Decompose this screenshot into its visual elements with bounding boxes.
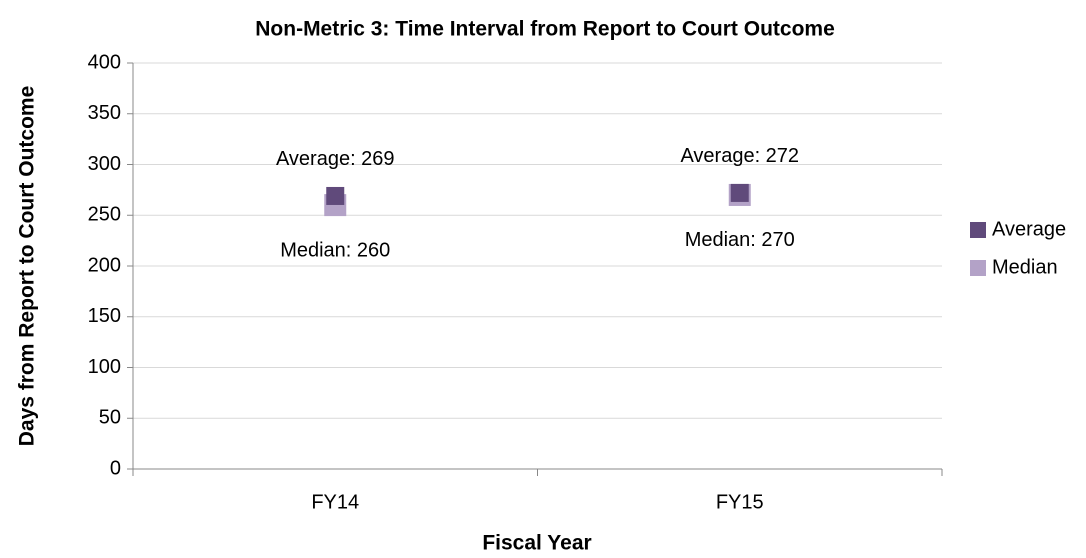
data-label: Average: 272 — [680, 145, 799, 167]
y-tick-label: 200 — [88, 254, 121, 276]
x-axis-title: Fiscal Year — [482, 532, 591, 555]
marker — [326, 186, 345, 205]
y-tick-label: 50 — [99, 407, 121, 429]
y-tick-label: 300 — [88, 153, 121, 175]
legend-swatch — [970, 260, 986, 276]
y-tick-label: 250 — [88, 204, 121, 226]
data-label: Median: 260 — [280, 239, 390, 261]
marker — [730, 183, 749, 202]
x-tick-label: FY15 — [716, 491, 764, 513]
y-tick-label: 400 — [88, 51, 121, 73]
y-tick-label: 350 — [88, 102, 121, 124]
y-axis-title: Days from Report to Court Outcome — [16, 86, 39, 447]
legend-label: Average — [992, 218, 1066, 240]
data-label: Median: 270 — [685, 229, 795, 251]
data-label: Average: 269 — [276, 148, 395, 170]
y-tick-label: 100 — [88, 356, 121, 378]
y-tick-label: 0 — [110, 457, 121, 479]
x-tick-label: FY14 — [311, 491, 359, 513]
legend-swatch — [970, 222, 986, 238]
chart-title: Non-Metric 3: Time Interval from Report … — [255, 18, 835, 41]
legend-label: Median — [992, 256, 1058, 278]
y-tick-label: 150 — [88, 305, 121, 327]
